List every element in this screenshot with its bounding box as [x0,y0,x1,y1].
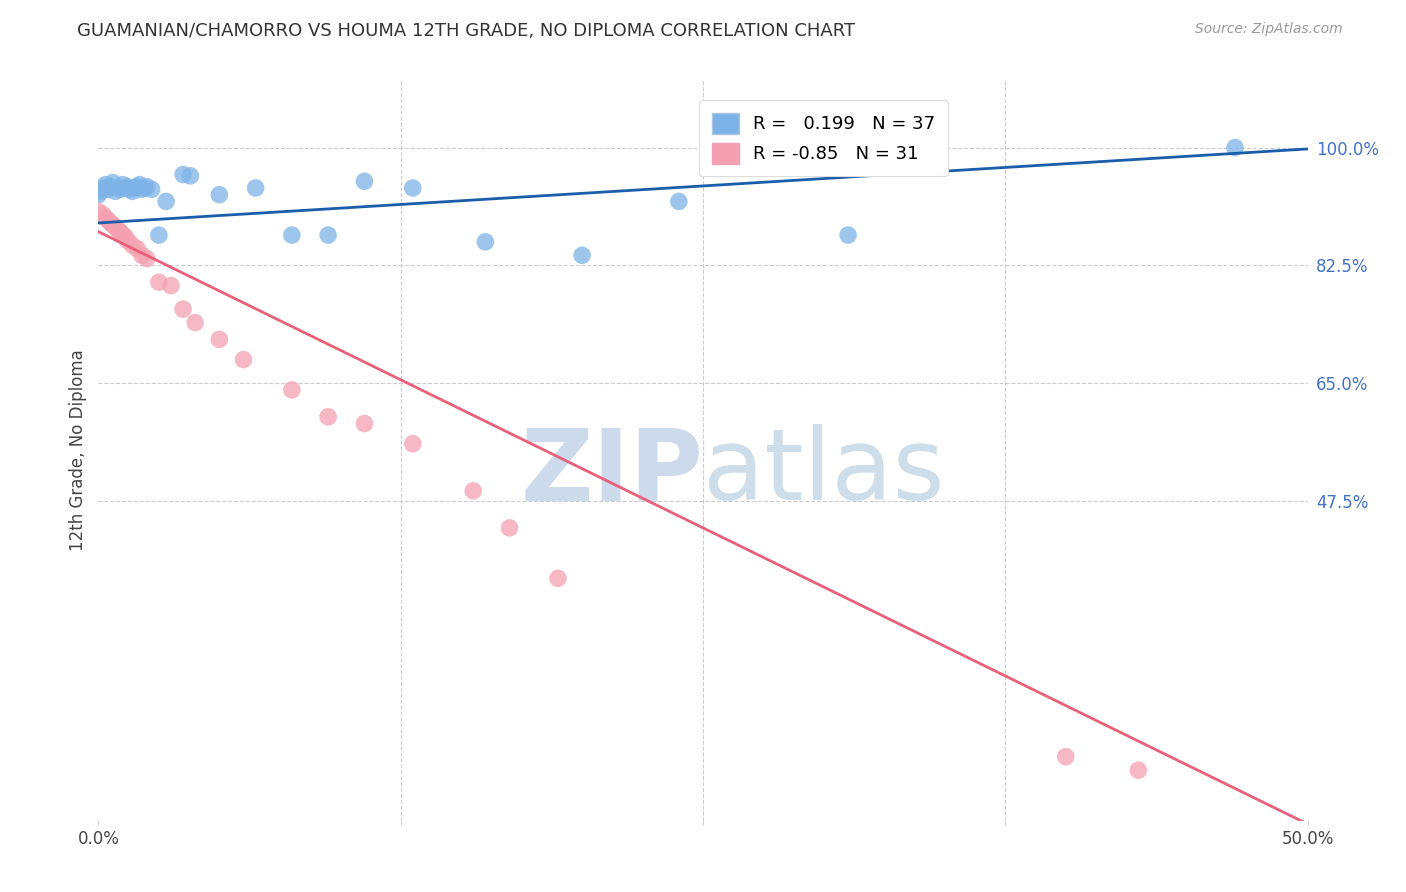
Point [668,194,690,209]
Point [114,181,136,195]
Point [498,521,520,535]
Point [135,252,157,266]
Point [94,178,117,192]
Point [245,181,267,195]
Point [100,179,122,194]
Point [128,178,150,192]
Point [1054,749,1077,764]
Text: GUAMANIAN/CHAMORRO VS HOUMA 12TH GRADE, NO DIPLOMA CORRELATION CHART: GUAMANIAN/CHAMORRO VS HOUMA 12TH GRADE, … [77,22,855,40]
Point [90,184,112,198]
Point [463,483,485,498]
Point [135,179,157,194]
Point [107,223,129,237]
Point [179,169,201,183]
Point [94,211,117,226]
Point [148,228,170,243]
Point [402,436,425,450]
Point [127,242,149,256]
Point [108,182,131,196]
Point [281,228,304,243]
Point [107,181,129,195]
Point [101,176,124,190]
Legend: R =   0.199   N = 37, R = -0.85   N = 31: R = 0.199 N = 37, R = -0.85 N = 31 [699,101,948,177]
Y-axis label: 12th Grade, No Diploma: 12th Grade, No Diploma [69,350,87,551]
Point [141,182,163,196]
Point [184,316,207,330]
Point [91,181,114,195]
Point [124,181,146,195]
Point [114,229,136,244]
Point [111,178,134,192]
Point [1128,763,1150,777]
Point [208,333,231,347]
Point [316,409,339,424]
Point [353,417,375,431]
Point [121,184,143,198]
Point [837,228,859,243]
Point [134,181,156,195]
Point [172,302,194,317]
Point [121,238,143,252]
Point [1223,140,1246,154]
Point [91,208,114,222]
Point [97,182,120,196]
Point [155,194,177,209]
Point [402,181,425,195]
Point [118,182,141,196]
Point [353,174,375,188]
Point [117,234,139,248]
Point [208,187,231,202]
Point [148,275,170,289]
Point [571,248,593,262]
Point [131,248,153,262]
Point [100,216,122,230]
Text: ZIP: ZIP [520,425,703,521]
Point [104,219,127,234]
Point [160,278,183,293]
Point [108,225,131,239]
Point [547,571,569,585]
Point [127,179,149,194]
Point [232,352,254,367]
Point [87,187,110,202]
Point [131,182,153,196]
Point [474,235,496,249]
Point [111,228,134,243]
Point [172,168,194,182]
Point [101,218,124,232]
Point [316,228,339,243]
Point [97,213,120,227]
Point [87,204,110,219]
Text: Source: ZipAtlas.com: Source: ZipAtlas.com [1195,22,1343,37]
Point [281,383,304,397]
Point [104,184,127,198]
Text: atlas: atlas [703,425,945,521]
Point [117,179,139,194]
